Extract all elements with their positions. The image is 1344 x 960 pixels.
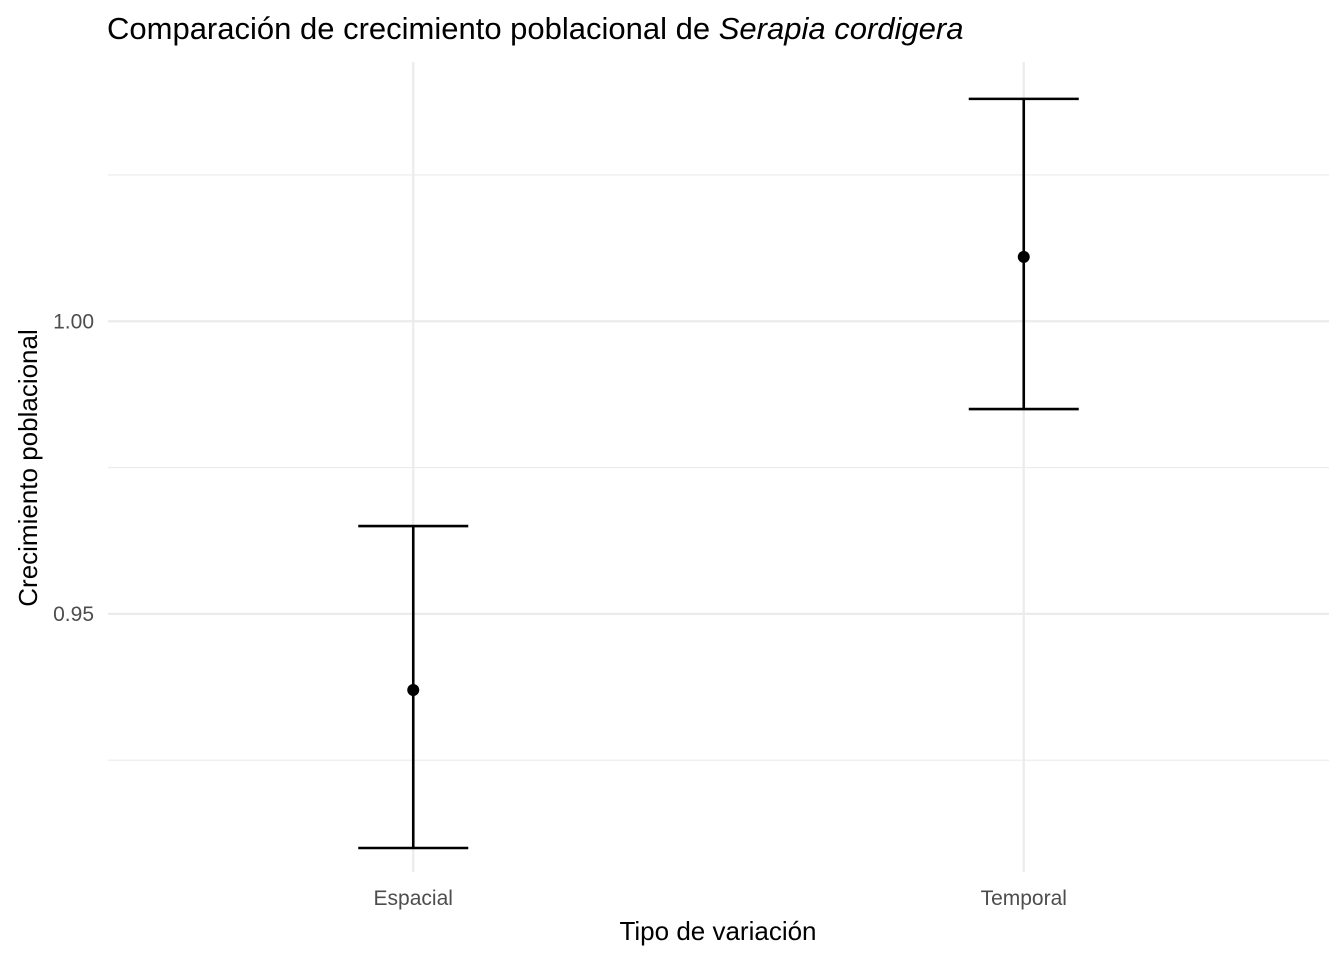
x-tick-labels: Espacial Temporal xyxy=(374,887,1067,910)
marks xyxy=(358,97,1079,850)
errorbar-espacial xyxy=(358,524,469,850)
y-tick-label: 0.95 xyxy=(53,603,94,626)
mean-point xyxy=(407,683,420,696)
x-tick-label: Espacial xyxy=(374,887,453,910)
errorbar-temporal xyxy=(968,97,1079,411)
mean-point xyxy=(1017,250,1030,263)
chart-title-main: Comparación de crecimiento poblacional d… xyxy=(107,11,719,46)
x-tick-label: Temporal xyxy=(981,887,1067,910)
y-axis-title: Crecimiento poblacional xyxy=(13,329,43,606)
chart-title: Comparación de crecimiento poblacional d… xyxy=(107,11,963,46)
x-axis-title: Tipo de variación xyxy=(619,916,816,946)
grid xyxy=(108,62,1329,872)
chart-title-species: Serapia cordigera xyxy=(719,11,964,46)
y-tick-label: 1.00 xyxy=(53,310,94,333)
y-tick-labels: 0.95 1.00 xyxy=(53,310,94,626)
